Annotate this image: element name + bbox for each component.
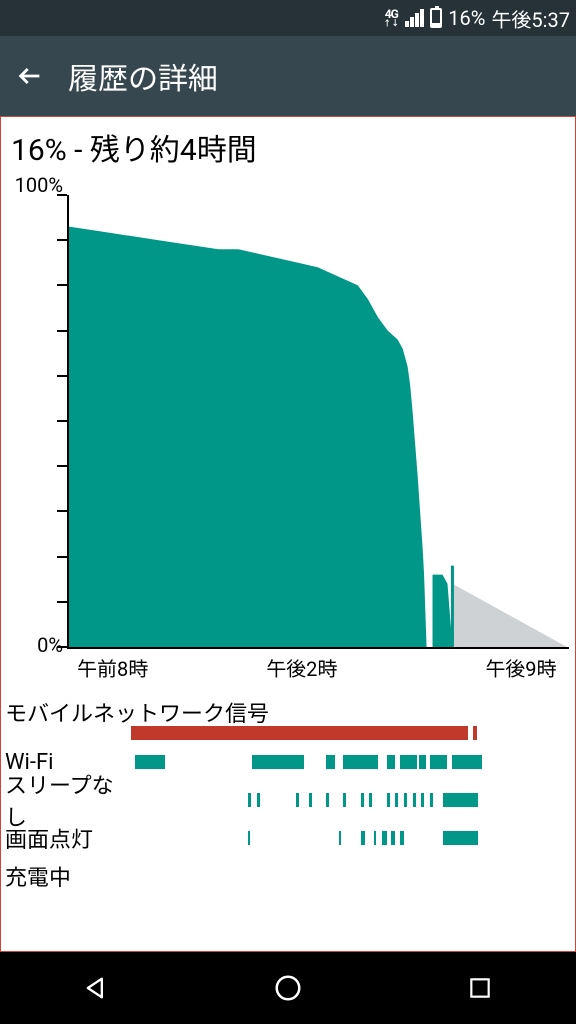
nav-home-button[interactable] [266, 966, 310, 1010]
app-bar: 履歴の詳細 [0, 36, 576, 116]
battery-pct: 16% [448, 6, 485, 30]
strip-segment [400, 755, 417, 769]
strip-segment [443, 793, 478, 807]
content-area: 16% - 残り約4時間 100% 0% 午前8時 午後2時 午後9時 モバイルネットワ… [0, 116, 576, 952]
row-label: モバイルネットワーク信号 [1, 696, 269, 728]
strip-segment [404, 793, 407, 807]
strip-segment [413, 793, 416, 807]
strip-segment [387, 793, 390, 807]
nav-bar [0, 952, 576, 1024]
strip-segment [369, 793, 372, 807]
row-charging: 充電中 [1, 857, 575, 895]
strip-segment [443, 831, 478, 845]
strip-segment [326, 755, 335, 769]
status-bar: 4G ↑↓ 16% 午後5:37 [0, 0, 576, 36]
strip-segment [131, 726, 468, 740]
strip-segment [343, 793, 346, 807]
nav-recent-button[interactable] [458, 966, 502, 1010]
strip-segment [361, 793, 364, 807]
strip-segment [400, 831, 404, 845]
mobile-strip [131, 726, 569, 740]
signal-bars-icon [405, 9, 424, 27]
x-label: 午前8時 [77, 653, 148, 682]
x-label: 午後2時 [266, 653, 337, 682]
row-label: 充電中 [1, 860, 131, 892]
page-title: 履歴の詳細 [68, 54, 218, 98]
strip-segment [257, 793, 260, 807]
strip-segment [296, 793, 299, 807]
strip-segment [339, 831, 341, 845]
y-bottom-label: 0% [7, 633, 63, 657]
clock: 午後5:37 [491, 4, 570, 33]
strip-segment [395, 793, 398, 807]
strip-segment [473, 726, 477, 740]
strip-segment [343, 755, 378, 769]
strip-segment [421, 793, 424, 807]
back-button[interactable] [12, 58, 48, 94]
strip-segment [391, 831, 395, 845]
network-4g-icon: 4G ↑↓ [383, 8, 399, 28]
awake-strip [135, 793, 569, 807]
strip-segment [361, 831, 365, 845]
strip-segment [382, 831, 386, 845]
screen-strip [135, 831, 569, 845]
strip-segment [430, 755, 447, 769]
row-label: 画面点灯 [1, 822, 131, 854]
strip-segment [135, 755, 165, 769]
strip-segment [374, 831, 376, 845]
row-screen: 画面点灯 [1, 819, 575, 857]
charging-strip [135, 869, 569, 883]
chart-plot [69, 195, 567, 647]
strip-segment [419, 755, 426, 769]
strip-segment [248, 793, 251, 807]
wifi-strip [135, 755, 569, 769]
y-top-label: 100% [7, 173, 63, 197]
strip-segment [309, 793, 312, 807]
battery-chart: 100%0%午前8時午後2時午後9時 [7, 177, 569, 687]
nav-back-button[interactable] [74, 966, 118, 1010]
strip-segment [326, 793, 329, 807]
strip-segment [252, 755, 304, 769]
x-label: 午後9時 [485, 653, 556, 682]
battery-icon [430, 8, 442, 28]
row-awake: スリープなし [1, 781, 575, 819]
strip-segment [452, 755, 482, 769]
strip-segment [248, 831, 250, 845]
strip-segment [387, 755, 396, 769]
usage-rows: モバイルネットワーク信号 Wi-Fi スリープなし 画面点灯 充電中 [1, 693, 575, 895]
strip-segment [430, 793, 433, 807]
battery-headline: 16% - 残り約4時間 [1, 117, 575, 173]
